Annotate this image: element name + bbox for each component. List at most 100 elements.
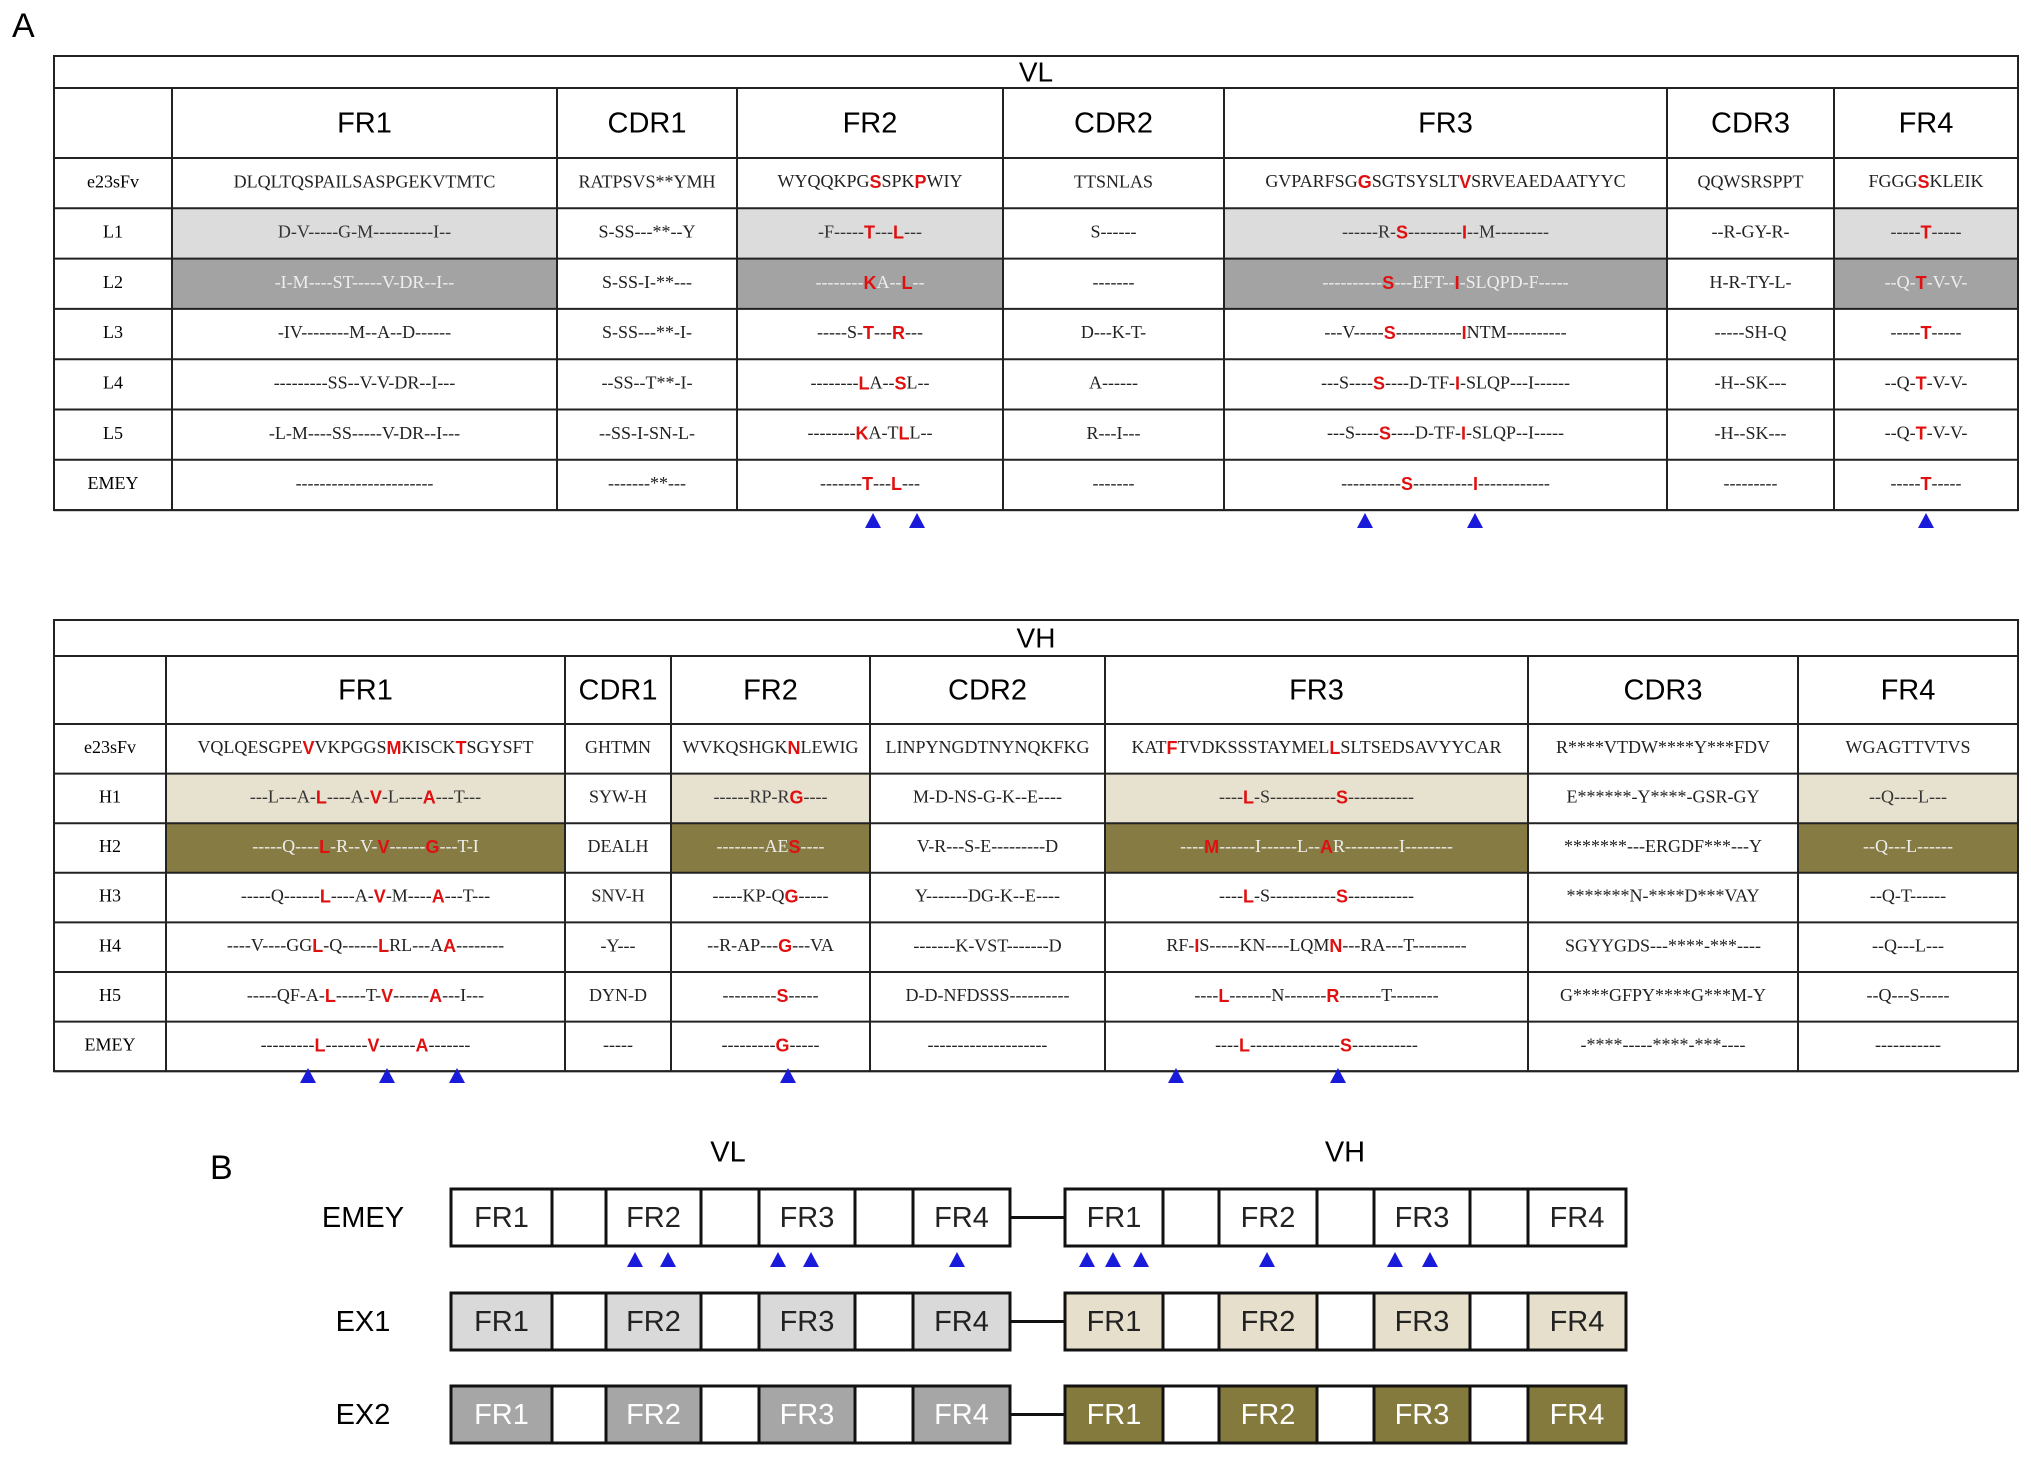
sequence-part: ----- [1891, 473, 1921, 493]
mutation: T [1916, 423, 1927, 443]
sequence: -----T----- [1891, 322, 1962, 343]
row-label: L4 [103, 372, 123, 392]
row-label: L1 [103, 222, 123, 242]
sequence: RF-IS-----KN----LQMN---RA---T--------- [1166, 935, 1466, 956]
row-shade [166, 773, 565, 824]
sequence: TTSNLAS [1074, 171, 1153, 191]
sequence-part: VQLQESGPE [197, 737, 302, 757]
segment-fill [606, 1386, 701, 1443]
mutation: G [425, 837, 439, 857]
group-label: VH [1325, 1137, 1365, 1169]
sequence-part: --------- [1408, 222, 1462, 242]
sequence-part: A-- [869, 372, 894, 392]
sequence: D-D-NFDSSS---------- [906, 985, 1070, 1005]
sequence-part: ------- [820, 473, 862, 493]
sequence-part: --- [902, 473, 920, 493]
sequence-part: ---T-I [439, 836, 478, 856]
sequence-part: WYQQKPG [777, 171, 869, 191]
sequence-part: KAT [1132, 737, 1167, 757]
segment-label: FR2 [626, 1399, 681, 1431]
sequence-part: TVDKSSSTAYMEL [1178, 737, 1330, 757]
row-label: EX1 [336, 1306, 391, 1338]
block-border [1063, 1291, 1628, 1352]
sequence-part: -------T-------- [1339, 985, 1438, 1005]
sequence: ----------S---EFT--I-SLQPD-F----- [1322, 272, 1568, 293]
sequence: --R-AP---G---VA [707, 935, 834, 956]
segment-label: FR3 [1395, 1399, 1450, 1431]
row-shade [1798, 773, 2018, 824]
mutation: A [443, 936, 456, 956]
sequence-part: --------- [722, 1035, 776, 1055]
sequence: -----KP-QG----- [713, 886, 829, 907]
sequence-part: ------ [390, 836, 426, 856]
mutation: I [1473, 474, 1478, 494]
sequence: R---I--- [1087, 423, 1141, 443]
column-header: FR1 [337, 108, 392, 140]
sequence: V-R---S-E---------D [917, 836, 1058, 856]
mutation: T [1921, 323, 1932, 343]
row-label: EMEY [322, 1202, 404, 1234]
table-title: VL [1019, 56, 1053, 87]
row-label: EMEY [88, 473, 139, 493]
mutation: R [1326, 986, 1339, 1006]
sequence: -------------------- [928, 1035, 1048, 1055]
row-label: e23sFv [87, 171, 139, 191]
sequence: ------- [1093, 272, 1135, 292]
sequence: -I-M----ST-----V-DR--I-- [275, 272, 455, 292]
sequence-part: ----------- [1348, 886, 1414, 906]
segment-label: FR4 [1550, 1202, 1605, 1234]
segment-label: FR3 [780, 1306, 835, 1338]
column-header: CDR2 [1074, 108, 1153, 140]
sequence-part: -------- [456, 935, 504, 955]
mutation: N [1329, 936, 1342, 956]
sequence-part: ---RA---T--------- [1342, 935, 1466, 955]
sequence-part: -----Q---- [252, 836, 319, 856]
mutation: V [381, 986, 393, 1006]
sequence-part: R---------I-------- [1333, 836, 1453, 856]
sequence-part: ----A- [327, 787, 370, 807]
mutation-marker [627, 1252, 643, 1267]
mutation: V [302, 738, 314, 758]
row-label: H1 [99, 787, 121, 807]
sequence-part: ----- [799, 886, 829, 906]
mutation: L [893, 222, 904, 242]
mutation-marker [1387, 1252, 1403, 1267]
sequence: --SS--T**-I- [602, 372, 693, 392]
mutation: P [915, 172, 927, 192]
row-shade [1224, 208, 1667, 259]
mutation: T [1921, 222, 1932, 242]
sequence-part: --Q- [1885, 272, 1916, 292]
sequence-part: -S----------- [1254, 787, 1336, 807]
row-shade [1105, 823, 1528, 873]
segment-fill [1528, 1293, 1626, 1350]
sequence: ---S----S----D-TF-I-SLQP--I----- [1327, 423, 1564, 444]
segment-fill [1374, 1293, 1470, 1350]
mutation: L [891, 474, 902, 494]
sequence: GVPARFSGGSGTSYSLTVSRVEAEDAATYYC [1265, 171, 1625, 192]
sequence-part: SPK [881, 171, 914, 191]
sequence-part: ---- [1194, 985, 1218, 1005]
sequence: ----------------------- [296, 473, 434, 493]
block-border [449, 1384, 1012, 1445]
mutation: S [1373, 373, 1385, 393]
sequence-part: KISCK [402, 737, 456, 757]
segment-fill [606, 1293, 701, 1350]
block-border [1063, 1187, 1628, 1248]
mutation: T [1916, 273, 1927, 293]
sequence-part: RL---A [389, 935, 443, 955]
sequence-part: -------- [811, 372, 859, 392]
mutation: N [788, 738, 801, 758]
sequence-part: -SLQPD-F----- [1460, 272, 1569, 292]
sequence-part: VKPGGS [314, 737, 386, 757]
mutation: T [862, 474, 873, 494]
row-label: H2 [99, 836, 121, 856]
sequence-part: ------I------L-- [1219, 836, 1320, 856]
sequence: -------K-VST-------D [913, 935, 1061, 955]
mutation: I [1462, 323, 1467, 343]
row-label: e23sFv [84, 737, 136, 757]
sequence-part: -L---- [382, 787, 423, 807]
sequence-part: ---S---- [1321, 372, 1373, 392]
sequence-part: ---- [1219, 787, 1243, 807]
mutation: V [367, 1035, 379, 1055]
